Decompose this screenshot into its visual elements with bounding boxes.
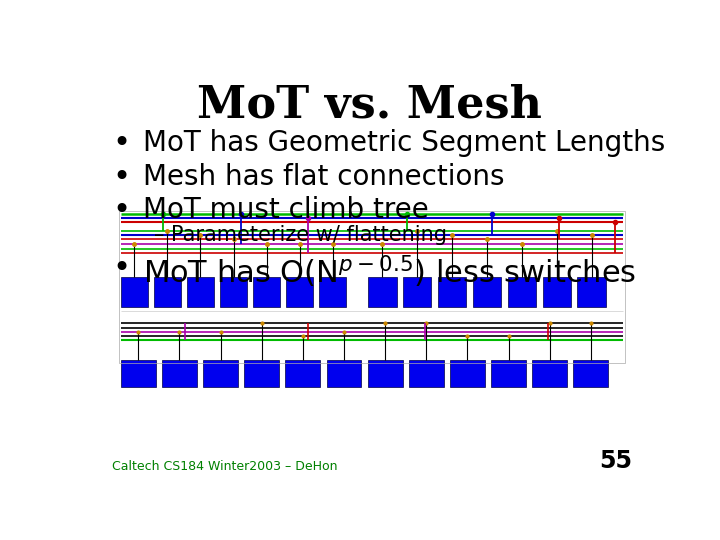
Text: Caltech CS184 Winter2003 – DeHon: Caltech CS184 Winter2003 – DeHon [112, 460, 338, 473]
Text: 55: 55 [599, 449, 632, 473]
Bar [119, 211, 624, 363]
Bar [244, 360, 279, 387]
Bar [319, 277, 346, 307]
Bar [253, 277, 280, 307]
Bar [402, 277, 431, 307]
Text: •: • [112, 254, 130, 283]
Bar [187, 277, 214, 307]
Bar [154, 277, 181, 307]
Bar [508, 277, 536, 307]
Text: – Parameterize w/ flattening: – Parameterize w/ flattening [154, 225, 447, 245]
Bar [285, 360, 320, 387]
Bar [368, 360, 402, 387]
Text: MoT has O(N$^{p-0.5}$) less switches: MoT has O(N$^{p-0.5}$) less switches [143, 254, 636, 291]
Text: MoT has Geometric Segment Lengths: MoT has Geometric Segment Lengths [143, 129, 665, 157]
Bar [574, 360, 608, 387]
Bar [203, 360, 238, 387]
Bar [286, 277, 313, 307]
Text: •: • [112, 129, 130, 158]
Bar [532, 360, 567, 387]
Bar [438, 277, 467, 307]
Bar [121, 360, 156, 387]
Bar [450, 360, 485, 387]
Text: •: • [112, 196, 130, 225]
Text: Mesh has flat connections: Mesh has flat connections [143, 163, 505, 191]
Text: MoT vs. Mesh: MoT vs. Mesh [197, 84, 541, 126]
Bar [577, 277, 606, 307]
Bar [473, 277, 501, 307]
Bar [326, 360, 361, 387]
Bar [543, 277, 571, 307]
Bar [491, 360, 526, 387]
Bar [121, 277, 148, 307]
Text: MoT must climb tree: MoT must climb tree [143, 196, 429, 224]
Bar [409, 360, 444, 387]
Bar [220, 277, 247, 307]
Text: •: • [112, 163, 130, 192]
Bar [162, 360, 197, 387]
Bar [368, 277, 397, 307]
